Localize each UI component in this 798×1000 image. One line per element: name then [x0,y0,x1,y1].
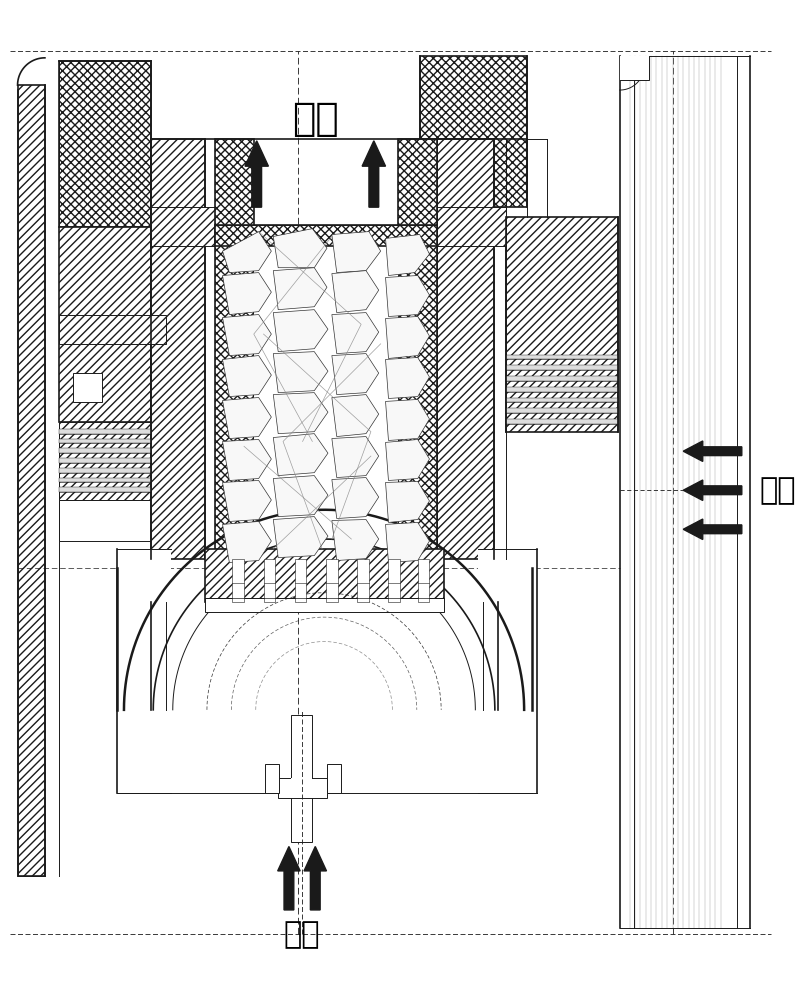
Text: 进气: 进气 [760,476,796,505]
Bar [58,487,152,492]
Bar [18,85,45,876]
Polygon shape [385,399,429,440]
Bar [389,559,400,602]
Polygon shape [273,352,328,393]
Bar [506,398,618,402]
Bar [58,478,152,482]
Bar [263,559,275,602]
Polygon shape [332,395,379,437]
Polygon shape [273,476,328,517]
Bar [58,500,152,541]
Bar [58,448,152,453]
Bar [58,61,152,227]
Polygon shape [332,520,379,561]
Polygon shape [223,273,271,315]
Text: 进气: 进气 [283,920,320,949]
Polygon shape [273,393,328,434]
Polygon shape [385,317,429,358]
Polygon shape [223,439,271,480]
Polygon shape [273,268,327,310]
Polygon shape [223,480,271,521]
Polygon shape [273,517,328,558]
Polygon shape [332,232,381,273]
FancyArrow shape [683,441,742,461]
Bar [152,139,205,559]
FancyArrow shape [245,141,268,207]
Bar [58,468,152,473]
Bar [58,458,152,463]
Bar [290,778,312,798]
Polygon shape [332,478,379,519]
Bar [117,549,171,793]
Bar [620,56,649,80]
Polygon shape [332,437,379,478]
Bar [58,439,152,443]
Bar [215,225,437,246]
Polygon shape [385,235,429,276]
Polygon shape [223,356,271,397]
FancyArrow shape [683,480,742,500]
Bar [437,207,506,246]
Bar [58,227,152,422]
Bar [232,559,244,602]
FancyArrow shape [362,141,385,207]
Text: 出气: 出气 [292,100,338,138]
Polygon shape [385,481,429,522]
Bar [266,764,279,793]
Bar [506,355,618,359]
Polygon shape [273,434,328,476]
Bar [73,373,102,402]
FancyArrow shape [304,847,326,910]
Bar [506,408,618,413]
Polygon shape [385,439,429,480]
Bar [294,559,306,602]
Bar [215,139,254,559]
Bar [506,387,618,392]
Bar [398,139,437,559]
Polygon shape [385,357,429,398]
Polygon shape [332,313,379,354]
FancyArrow shape [278,847,300,910]
FancyArrow shape [683,519,742,540]
Bar [506,217,618,432]
Bar [620,56,649,80]
Bar [437,139,494,559]
Bar [58,429,152,434]
Polygon shape [385,522,429,562]
Bar [58,422,152,500]
Bar [279,778,327,798]
Polygon shape [273,229,327,268]
Bar [418,559,429,602]
Bar [205,549,444,602]
Bar [327,764,341,793]
Bar [205,598,444,612]
Polygon shape [223,521,271,562]
Bar [152,207,219,246]
Bar [326,559,338,602]
Polygon shape [223,398,271,439]
Bar [506,365,618,370]
Polygon shape [332,354,379,395]
Bar [506,376,618,381]
Bar [506,419,618,424]
Bar [290,715,312,842]
Bar [58,315,166,344]
Bar [478,549,537,793]
Bar [254,246,398,559]
Bar [420,56,527,207]
Bar [358,559,369,602]
Polygon shape [223,232,271,273]
Polygon shape [332,271,379,313]
Polygon shape [385,276,429,317]
Polygon shape [273,310,328,352]
Polygon shape [223,315,271,356]
